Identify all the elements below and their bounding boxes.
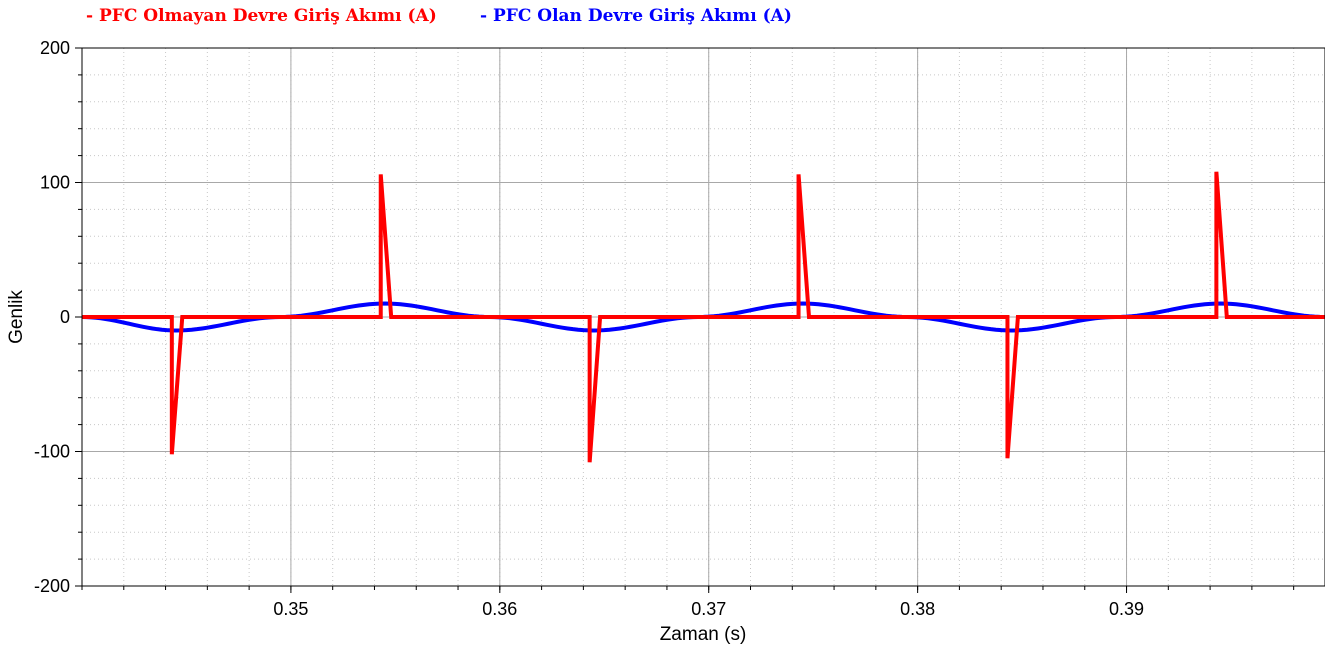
x-axis-ticks: 0.35 0.36 0.37 0.38 0.39 [81, 586, 1295, 619]
x-tick-label: 0.36 [482, 599, 517, 619]
x-tick-label: 0.37 [691, 599, 726, 619]
x-tick-label: 0.39 [1109, 599, 1144, 619]
legend-entry-pfc-olmayan: - PFC Olmayan Devre Giriş Akımı (A) [86, 6, 437, 26]
x-axis-label: Zaman (s) [660, 624, 747, 645]
y-tick-label: -200 [34, 576, 70, 596]
y-axis-ticks: -200 -100 0 100 200 [34, 38, 82, 596]
legend-entry-pfc-olan: - PFC Olan Devre Giriş Akımı (A) [480, 6, 792, 26]
y-tick-label: -100 [34, 442, 70, 462]
x-tick-label: 0.35 [273, 599, 308, 619]
series-layer [81, 171, 1325, 463]
x-tick-label: 0.38 [900, 599, 935, 619]
y-tick-label: 200 [40, 38, 70, 58]
series-line-pfc-olmayan [82, 171, 1325, 463]
y-axis-label: Genlik [6, 290, 27, 344]
y-tick-label: 0 [60, 307, 70, 327]
y-tick-label: 100 [40, 173, 70, 193]
